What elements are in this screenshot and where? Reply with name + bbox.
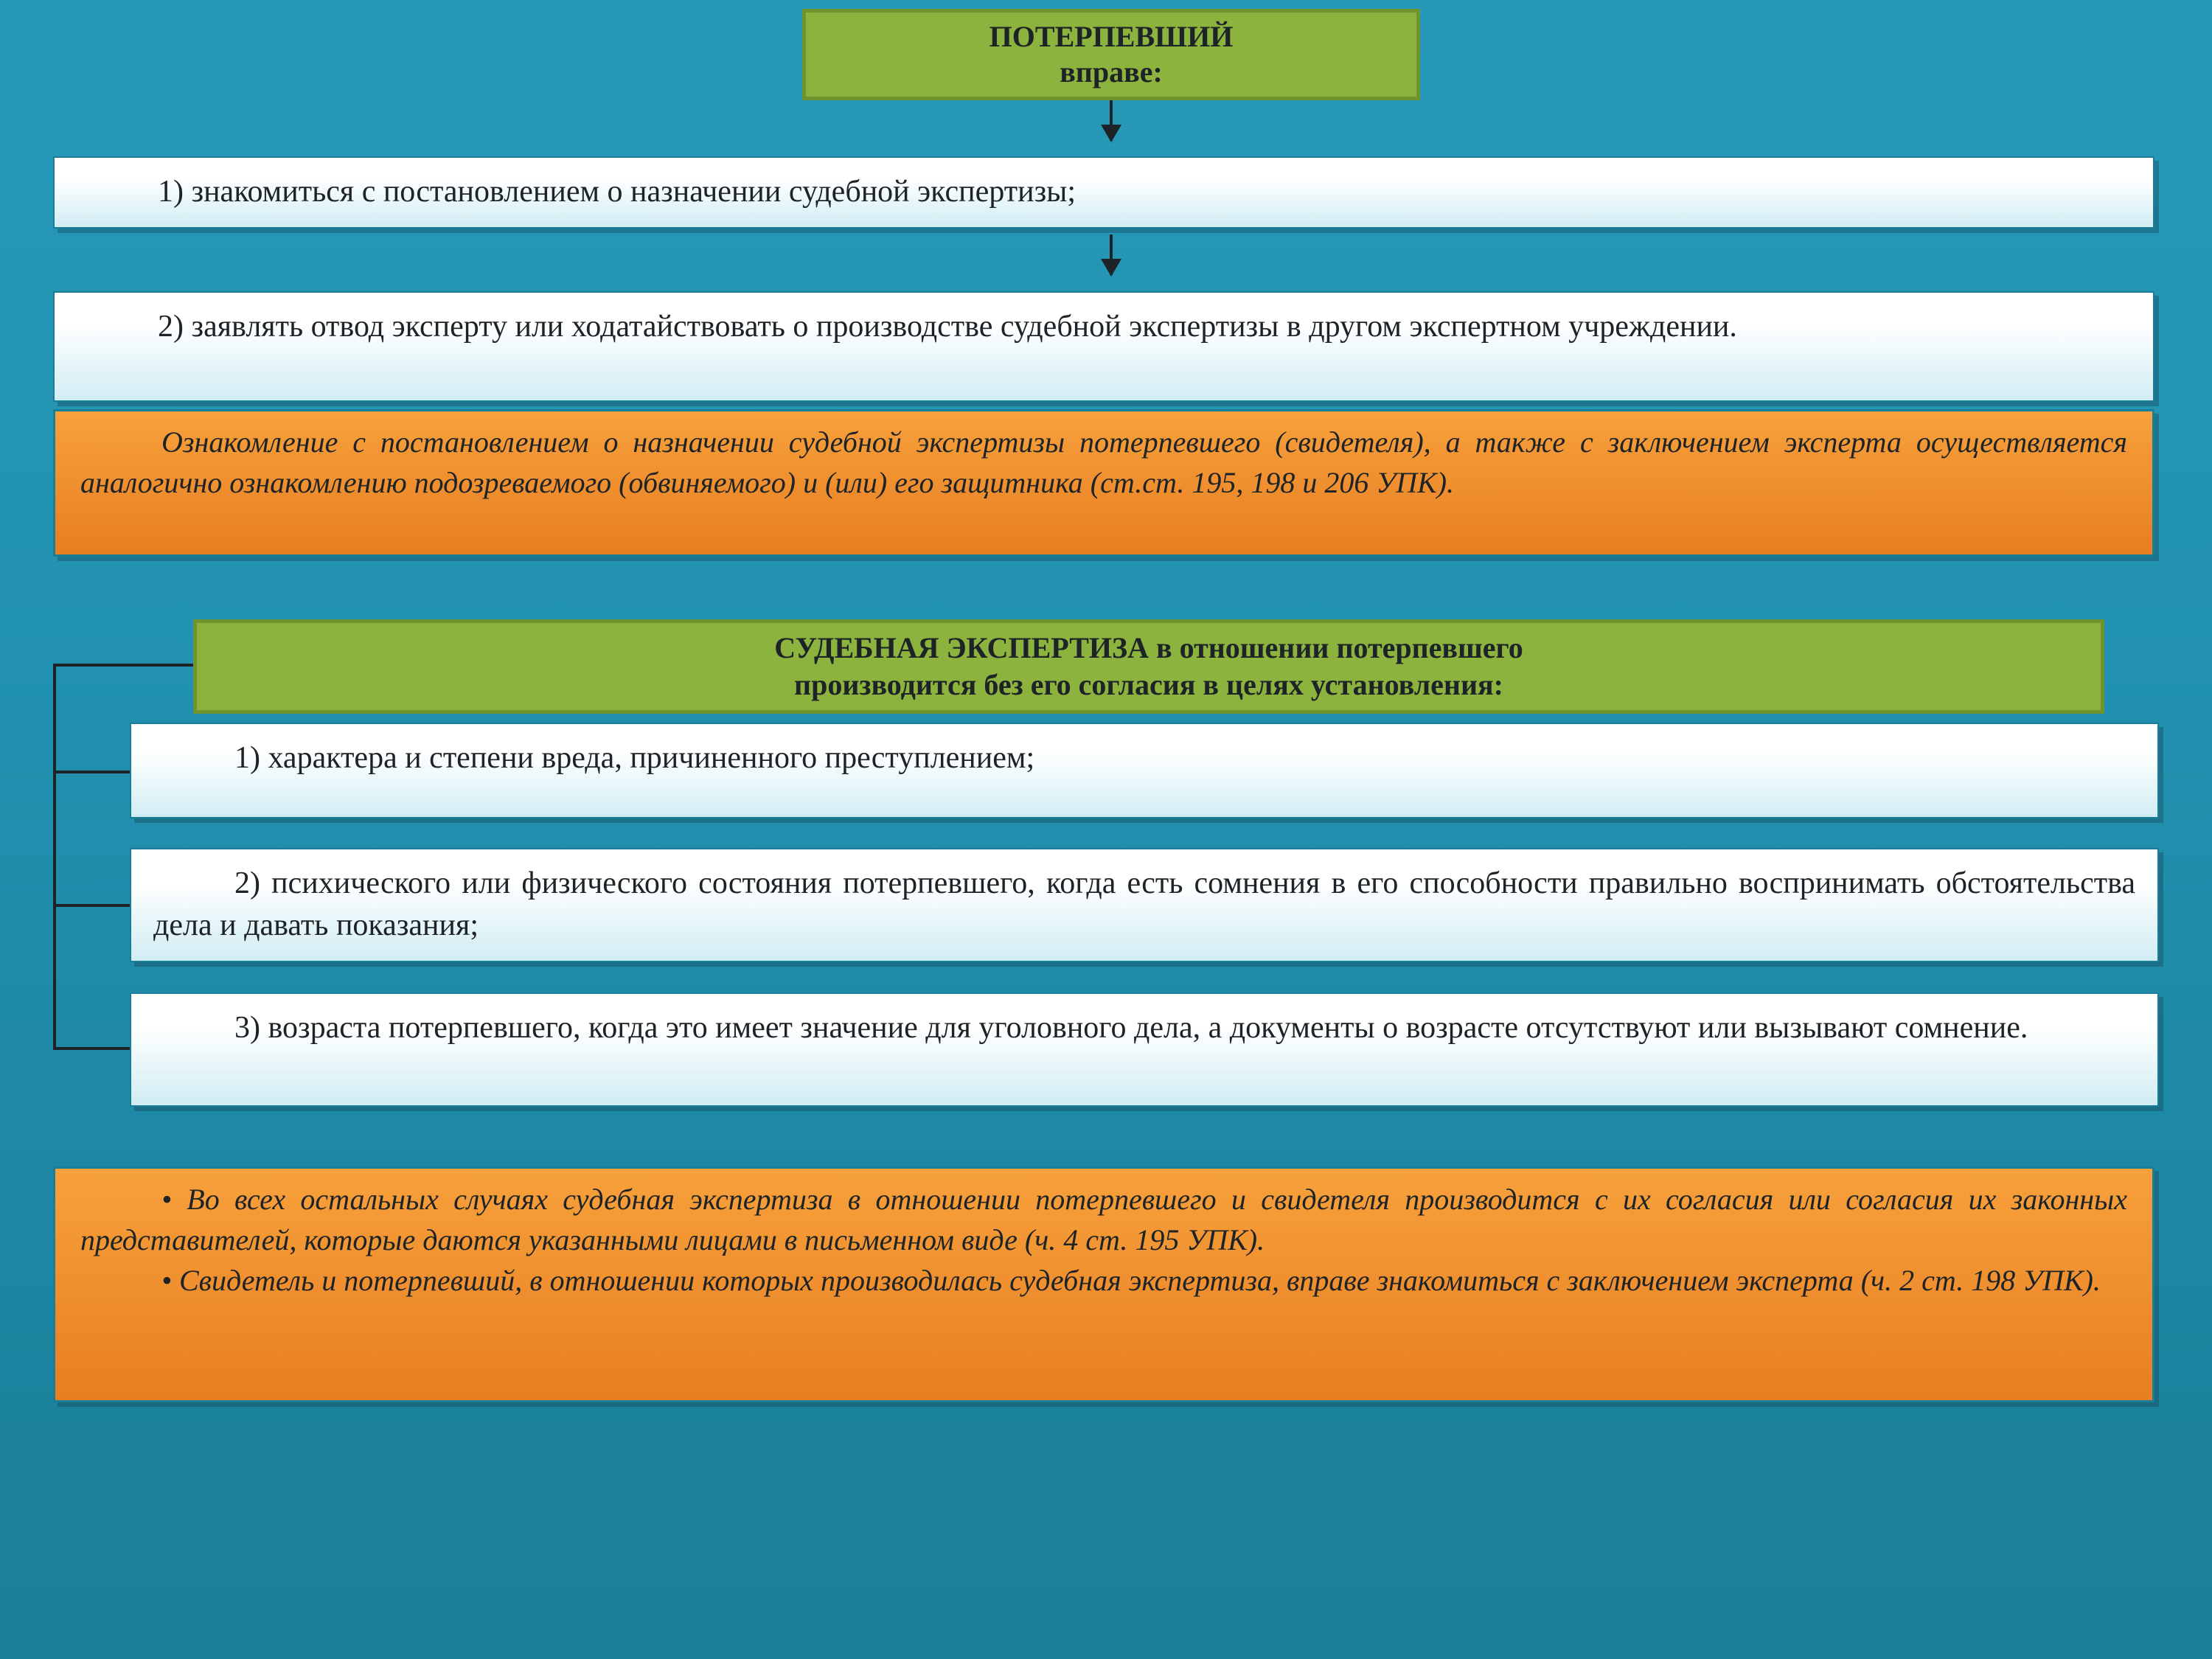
- header-green-box: ПОТЕРПЕВШИЙ вправе:: [802, 9, 1420, 100]
- bracket-h3: [53, 904, 130, 907]
- rights-text-1: 1) знакомиться с постановлением о назнач…: [77, 171, 2131, 213]
- note-text-2a: • Во всех остальных случаях судебная экс…: [80, 1179, 2127, 1260]
- header-line1: ПОТЕРПЕВШИЙ: [990, 19, 1234, 55]
- section-line1: СУДЕБНАЯ ЭКСПЕРТИЗА в отношении потерпев…: [774, 630, 1523, 667]
- rights-box-1: 1) знакомиться с постановлением о назнач…: [53, 156, 2154, 229]
- note-text-1: Ознакомление с постановлением о назначен…: [80, 422, 2127, 503]
- note-orange-1: Ознакомление с постановлением о назначен…: [53, 409, 2154, 557]
- purpose-box-2: 2) психического или физического состояни…: [130, 848, 2159, 962]
- section-line2: производится без его согласия в целях ус…: [794, 667, 1503, 703]
- section-green-header: СУДЕБНАЯ ЭКСПЕРТИЗА в отношении потерпев…: [193, 619, 2104, 714]
- purpose-box-3: 3) возраста потерпевшего, когда это имее…: [130, 992, 2159, 1107]
- bracket-h4: [53, 1047, 130, 1050]
- rights-text-2: 2) заявлять отвод эксперту или ходатайст…: [77, 306, 2131, 348]
- note-text-2b: • Свидетель и потерпевший, в отношении к…: [80, 1260, 2127, 1301]
- rights-box-2: 2) заявлять отвод эксперту или ходатайст…: [53, 291, 2154, 402]
- purpose-text-3: 3) возраста потерпевшего, когда это имее…: [153, 1007, 2135, 1049]
- arrow-1: [1110, 100, 1113, 141]
- note-orange-2: • Во всех остальных случаях судебная экс…: [53, 1166, 2154, 1402]
- bracket-h2: [53, 771, 130, 773]
- purpose-text-2: 2) психического или физического состояни…: [153, 863, 2135, 946]
- arrow-2: [1110, 234, 1113, 275]
- bracket-vline: [53, 664, 56, 1047]
- purpose-box-1: 1) характера и степени вреда, причиненно…: [130, 723, 2159, 818]
- header-line2: вправе:: [1060, 55, 1163, 90]
- purpose-text-1: 1) характера и степени вреда, причиненно…: [153, 737, 2135, 779]
- bracket-h1: [53, 664, 193, 667]
